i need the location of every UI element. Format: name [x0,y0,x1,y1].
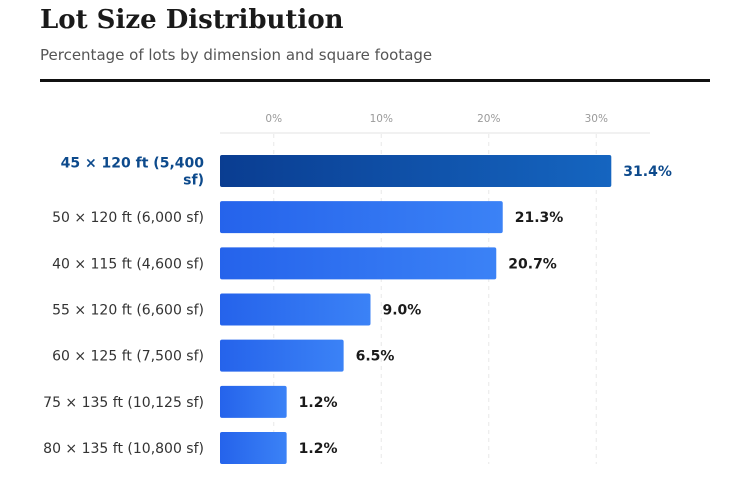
chart-subtitle: Percentage of lots by dimension and squa… [40,46,433,64]
x-tick-label: 0% [265,113,282,125]
category-label-line: 75 × 135 ft (10,125 sf) [43,395,204,411]
category-label: 80 × 135 ft (10,800 sf) [43,441,204,457]
x-tick-label: 10% [370,113,393,125]
category-label-line: 40 × 115 ft (4,600 sf) [52,256,204,272]
category-label-line: sf) [183,173,204,189]
category-label: 75 × 135 ft (10,125 sf) [43,395,204,411]
x-tick-label: 20% [477,113,500,125]
title-divider [40,79,710,82]
category-label: 60 × 125 ft (7,500 sf) [52,349,204,365]
category-label: 40 × 115 ft (4,600 sf) [52,256,204,272]
bar-value-label: 21.3% [515,210,564,226]
category-label-line: 50 × 120 ft (6,000 sf) [52,210,204,226]
category-label: 55 × 120 ft (6,600 sf) [52,303,204,319]
x-tick-label: 30% [585,113,608,125]
bar [220,247,497,280]
bar-value-label: 31.4% [623,164,672,180]
bar [220,339,344,372]
bar [220,432,287,465]
bar [220,155,612,187]
bar [220,293,371,326]
bar-value-label: 20.7% [508,256,557,272]
category-label-line: 60 × 125 ft (7,500 sf) [52,349,204,365]
bar-value-label: 9.0% [383,303,422,319]
category-label-line: 55 × 120 ft (6,600 sf) [52,303,204,319]
bar [220,385,287,418]
category-label-line: 80 × 135 ft (10,800 sf) [43,441,204,457]
bar-value-label: 1.2% [299,441,338,457]
bar [220,201,503,234]
category-label-line: 45 × 120 ft (5,400 [61,156,205,172]
chart-title: Lot Size Distribution [40,5,344,35]
category-label: 50 × 120 ft (6,000 sf) [52,210,204,226]
category-label: 45 × 120 ft (5,400 sf) [61,156,205,189]
bar-value-label: 1.2% [299,395,338,411]
bar-value-label: 6.5% [356,349,395,365]
